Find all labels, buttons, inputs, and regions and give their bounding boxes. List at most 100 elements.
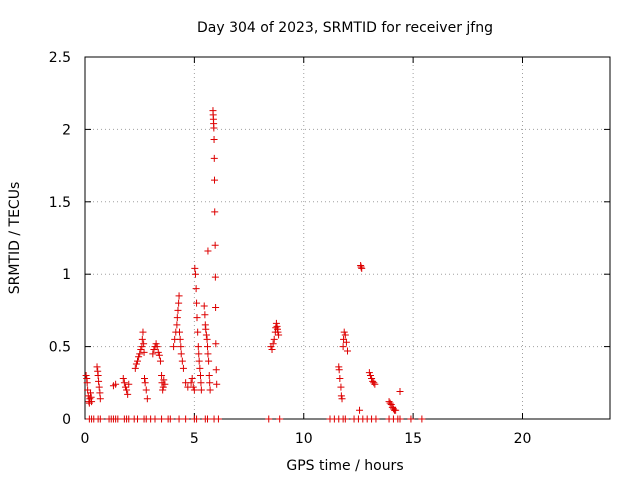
data-point — [372, 415, 380, 423]
data-point — [191, 264, 199, 272]
data-point — [211, 241, 219, 249]
data-point — [341, 331, 349, 339]
data-point — [213, 380, 221, 388]
data-point — [276, 415, 284, 423]
data-point — [119, 374, 127, 382]
data-point — [114, 415, 122, 423]
data-point — [176, 335, 184, 343]
data-point — [161, 380, 169, 388]
data-point — [274, 328, 282, 336]
data-point — [142, 386, 150, 394]
data-point — [210, 124, 218, 132]
data-point — [272, 319, 280, 327]
data-point — [205, 357, 213, 365]
data-point — [356, 406, 364, 414]
data-point — [88, 398, 96, 406]
data-point — [418, 415, 426, 423]
data-point — [342, 338, 350, 346]
data-points — [82, 107, 426, 423]
data-point — [175, 292, 183, 300]
data-point — [387, 401, 395, 409]
data-point — [210, 154, 218, 162]
plot-frame — [84, 56, 611, 420]
data-point — [191, 270, 199, 278]
data-point — [265, 415, 273, 423]
data-point — [203, 335, 211, 343]
data-point — [272, 324, 280, 332]
data-point — [160, 376, 168, 384]
data-point — [337, 383, 345, 391]
data-point — [194, 343, 202, 351]
data-point — [193, 299, 201, 307]
data-point — [358, 264, 366, 272]
data-point — [357, 263, 365, 271]
data-point — [131, 364, 139, 372]
data-point — [125, 380, 133, 388]
data-point — [338, 395, 346, 403]
y-tick-label: 2.5 — [49, 50, 71, 66]
data-point — [159, 386, 167, 394]
data-point — [138, 335, 146, 343]
data-point — [154, 348, 162, 356]
y-axis-label: SRMTID / TECUs — [7, 182, 23, 295]
data-point — [177, 350, 185, 358]
x-tick-label: 5 — [190, 431, 199, 447]
data-point — [141, 374, 148, 382]
data-point — [197, 379, 205, 387]
data-point — [368, 374, 376, 382]
data-point — [134, 357, 141, 365]
data-point — [153, 343, 161, 351]
data-point — [86, 395, 94, 403]
data-point — [141, 379, 149, 387]
data-point — [176, 328, 183, 336]
data-point — [197, 372, 204, 380]
data-point — [177, 343, 185, 351]
data-point — [386, 399, 394, 407]
data-point — [193, 314, 201, 322]
data-point — [210, 136, 218, 144]
data-point — [83, 379, 91, 387]
x-tick-label: 0 — [81, 431, 90, 447]
data-point — [205, 372, 213, 380]
data-point — [370, 379, 378, 387]
data-point — [182, 415, 190, 423]
data-point — [175, 415, 183, 423]
data-point — [143, 395, 151, 403]
data-point — [211, 273, 219, 281]
data-point — [335, 366, 343, 374]
data-point — [194, 328, 202, 336]
data-point — [173, 321, 181, 329]
data-point — [152, 340, 160, 348]
data-point — [201, 311, 209, 319]
data-point — [268, 345, 276, 353]
data-point — [336, 374, 344, 382]
data-point — [137, 345, 145, 353]
axis-ticks: 0 5 10 15 20 0 0.5 1 1.5 2 2.5 — [49, 50, 610, 447]
data-point — [149, 350, 157, 358]
data-point — [204, 343, 211, 351]
data-point — [174, 306, 182, 314]
data-point — [197, 386, 205, 394]
data-point — [150, 345, 158, 353]
data-point — [187, 379, 195, 387]
data-point — [202, 331, 210, 339]
data-point — [173, 314, 181, 322]
data-point — [204, 247, 212, 255]
data-point — [86, 389, 94, 397]
data-point — [136, 350, 144, 358]
data-point — [339, 343, 347, 351]
data-point — [95, 377, 103, 385]
data-point — [212, 340, 220, 348]
data-point — [140, 340, 148, 348]
data-point — [269, 340, 277, 348]
data-point — [179, 364, 187, 372]
data-point — [178, 357, 186, 365]
data-point — [140, 348, 148, 356]
data-point — [340, 328, 348, 336]
data-point — [112, 380, 120, 388]
data-point — [407, 415, 415, 423]
data-point — [396, 387, 404, 395]
data-point — [151, 415, 159, 423]
grid-lines — [85, 57, 610, 419]
